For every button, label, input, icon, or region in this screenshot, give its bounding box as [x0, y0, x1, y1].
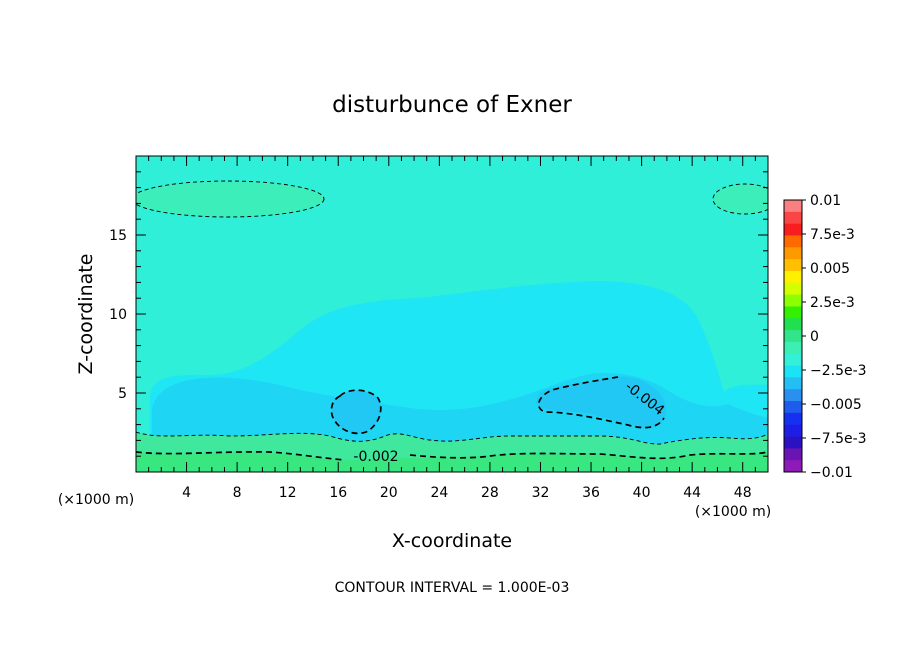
colorbar-label: 2.5e-3	[810, 295, 855, 311]
x-tick-label: 4	[182, 485, 191, 501]
x-tick-label: 36	[582, 485, 600, 501]
contour-label-minus-0002: -0.002	[353, 449, 398, 465]
x-tick-label: 44	[683, 485, 701, 501]
colorbar-label: 0.01	[810, 193, 841, 209]
contour-minus-0004-right	[537, 376, 665, 429]
colorbar-swatch	[784, 294, 802, 307]
colorbar-swatch	[784, 270, 802, 284]
colorbar-swatch	[784, 318, 802, 331]
colorbar-swatch	[784, 259, 802, 272]
contour-minus-0002	[136, 451, 768, 461]
x-tick-label: 32	[532, 485, 550, 501]
x-tick-label: 24	[430, 485, 448, 501]
contour-interval: CONTOUR INTERVAL = 1.000E-03	[335, 580, 570, 596]
colorbar-swatch	[784, 424, 802, 438]
colorbar-swatch	[784, 460, 802, 473]
field-upper-band-right	[713, 184, 768, 214]
contour-upper-left	[136, 180, 325, 218]
y-tick-label: 10	[109, 307, 127, 323]
colorbar-swatch	[784, 247, 802, 260]
colorbar-label: 0	[810, 329, 819, 345]
y-axis-ticks: 5 10 15	[109, 171, 768, 457]
x-axis-ticks: 4 8 12 16 20 24 28 32 36 40 44 48	[148, 156, 756, 501]
field-minimum-cell-right	[536, 376, 666, 428]
colorbar-label: −0.005	[810, 397, 862, 413]
x-tick-label: 48	[734, 485, 752, 501]
colorbar-label: −2.5e-3	[810, 363, 867, 379]
colorbar-swatch	[784, 211, 802, 225]
x-tick-label: 12	[279, 485, 297, 501]
colorbar-swatch	[784, 330, 802, 343]
x-unit-right: (×1000 m)	[695, 504, 771, 520]
contour-upper-right	[712, 183, 768, 215]
field-upper-band-left	[136, 181, 324, 217]
colorbar-label: −7.5e-3	[810, 431, 867, 447]
colorbar-swatch	[784, 306, 802, 319]
colorbar-label: 7.5e-3	[810, 227, 855, 243]
contour-lines	[136, 180, 768, 461]
x-tick-label: 28	[481, 485, 499, 501]
x-tick-label: 40	[633, 485, 651, 501]
colorbar-swatch	[784, 401, 802, 414]
contour-minus-0004-left	[330, 389, 382, 435]
x-tick-label: 8	[233, 485, 242, 501]
contour-near-surface-upper	[136, 431, 768, 445]
field-minimum-cell-left	[331, 390, 381, 434]
y-tick-label: 15	[109, 228, 127, 244]
colorbar-swatch	[784, 389, 802, 402]
colorbar-swatch	[784, 200, 802, 213]
colorbar-swatch	[784, 365, 802, 378]
x-unit-left: (×1000 m)	[58, 492, 134, 508]
colorbar-label: 0.005	[810, 261, 850, 277]
colorbar: 0.01 7.5e-3 0.005 2.5e-3 0 −2.5e-3 −0.005 −7.5e…	[783, 193, 867, 481]
x-tick-label: 16	[329, 485, 347, 501]
y-axis-label: Z-coordinate	[75, 254, 97, 375]
colorbar-swatch	[784, 341, 802, 355]
colorbar-swatch	[784, 377, 802, 390]
colorbar-swatch	[784, 282, 802, 296]
field-surface-strip	[136, 452, 768, 472]
colorbar-swatch	[784, 412, 802, 426]
plot-fields: -0.002 -0.004	[136, 156, 768, 472]
colorbar-swatch	[784, 448, 802, 461]
x-axis-label: X-coordinate	[392, 530, 512, 552]
colorbar-swatch	[784, 353, 802, 367]
colorbar-swatch	[784, 235, 802, 248]
y-tick-label: 5	[118, 386, 127, 402]
colorbar-swatch	[784, 223, 802, 236]
x-tick-label: 20	[380, 485, 398, 501]
colorbar-swatch	[784, 436, 802, 449]
chart-title: disturbunce of Exner	[332, 92, 572, 118]
colorbar-label: −0.01	[810, 465, 853, 481]
